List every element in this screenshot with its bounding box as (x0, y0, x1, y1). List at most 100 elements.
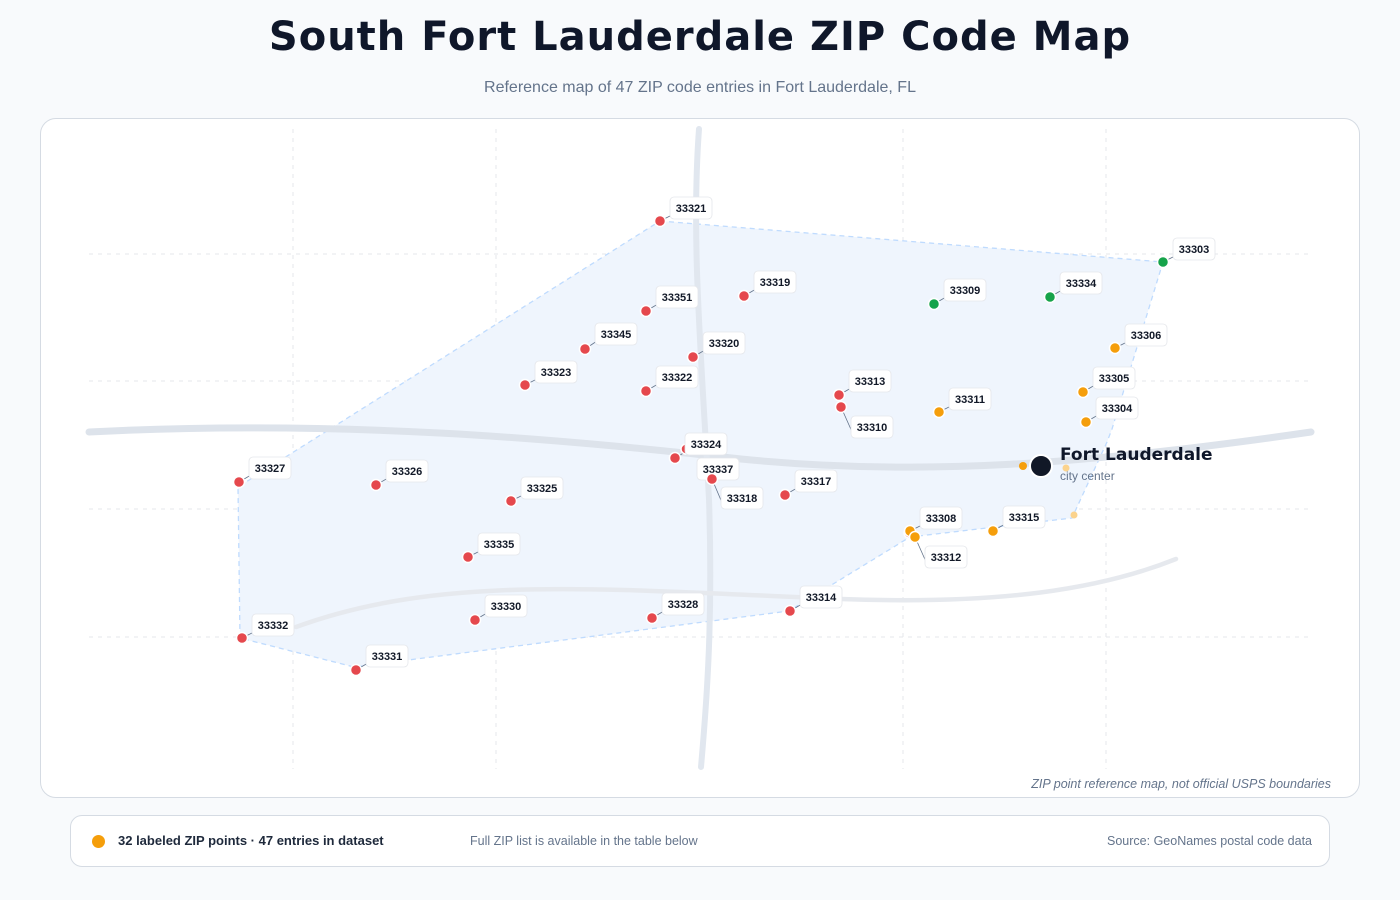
zip-point-33332[interactable]: 33332 (235, 613, 295, 645)
zip-label-box (484, 594, 528, 618)
legend-bar: 32 labeled ZIP points · 47 entries in da… (70, 815, 1330, 867)
zip-label: 33328 (668, 599, 699, 611)
zip-label: 33313 (855, 376, 886, 388)
zip-point-33319[interactable]: 33319 (737, 270, 797, 303)
zip-point-33330[interactable]: 33330 (468, 594, 528, 627)
zip-label: 33318 (727, 493, 758, 505)
zip-point-33324[interactable]: 33324 (668, 432, 728, 465)
zip-point-33306[interactable]: 33306 (1108, 323, 1168, 355)
zip-point-33335[interactable]: 33335 (461, 532, 521, 564)
zip-label: 33305 (1099, 373, 1130, 385)
city-sub-label: city center (1060, 469, 1115, 483)
zip-label: 33337 (703, 464, 734, 476)
zip-point-marker[interactable] (1108, 341, 1122, 355)
zip-label-box (1172, 237, 1216, 261)
zip-label: 33317 (801, 476, 832, 488)
zip-point-marker[interactable] (1079, 415, 1093, 429)
zip-point-33318[interactable]: 33318 (705, 472, 764, 510)
zip-point-33321[interactable]: 33321 (653, 196, 713, 228)
zip-label: 33327 (255, 463, 286, 475)
zip-point-marker[interactable] (645, 611, 659, 625)
zip-point-33351[interactable]: 33351 (639, 285, 699, 318)
city-name-label: Fort Lauderdale (1060, 445, 1213, 465)
zip-point-33326[interactable]: 33326 (369, 459, 429, 492)
zip-point-marker[interactable] (986, 524, 1000, 538)
zip-point-marker[interactable] (1043, 290, 1057, 304)
zip-point-marker[interactable] (737, 289, 751, 303)
zip-point-33315[interactable]: 33315 (986, 505, 1046, 538)
zip-point-marker[interactable] (461, 550, 475, 564)
zip-label-box (1002, 505, 1046, 529)
zip-point-marker[interactable] (686, 350, 700, 364)
zip-label: 33306 (1131, 330, 1162, 342)
zip-point-33334[interactable]: 33334 (1043, 271, 1103, 304)
zip-point-marker[interactable] (834, 400, 848, 414)
zip-point-33325[interactable]: 33325 (504, 476, 564, 508)
zip-point-marker[interactable] (468, 613, 482, 627)
zip-point-marker[interactable] (653, 214, 667, 228)
zip-point-33311[interactable]: 33311 (932, 387, 992, 419)
zip-label: 33332 (258, 620, 289, 632)
zip-point-marker[interactable] (668, 451, 682, 465)
zip-label-box (520, 476, 564, 500)
city-center[interactable]: Fort Lauderdale city center (1019, 445, 1213, 519)
zip-point-33303[interactable]: 33303 (1156, 237, 1216, 269)
zip-point-33312[interactable]: 33312 (908, 530, 968, 569)
roads (85, 126, 1315, 770)
zip-point-marker[interactable] (832, 388, 846, 402)
zip-point-33320[interactable]: 33320 (686, 331, 746, 364)
zip-label-box (850, 415, 894, 439)
zip-point-marker[interactable] (1156, 255, 1170, 269)
zip-label-box (669, 196, 713, 220)
zip-label-box (385, 459, 429, 483)
zip-point-marker[interactable] (783, 604, 797, 618)
city-center-marker[interactable] (1029, 454, 1053, 478)
zip-point-33310[interactable]: 33310 (834, 400, 894, 439)
zip-point-marker[interactable] (639, 304, 653, 318)
zip-point-marker[interactable] (1076, 385, 1090, 399)
zip-point-marker[interactable] (349, 663, 363, 677)
zip-point-33328[interactable]: 33328 (645, 592, 705, 625)
zip-label: 33303 (1179, 244, 1210, 256)
zip-point-33305[interactable]: 33305 (1076, 366, 1136, 399)
zip-label: 33334 (1066, 278, 1097, 290)
city-marker-ring-a (1019, 462, 1027, 470)
zip-point-33331[interactable]: 33331 (349, 644, 409, 677)
zip-point-marker[interactable] (778, 488, 792, 502)
zip-point-33308[interactable]: 33308 (903, 506, 963, 538)
zip-points[interactable]: 33321 33303 33319 33351 33309 33334 33345 33320… (232, 196, 1216, 677)
zip-label: 33314 (806, 592, 837, 604)
zip-label: 33325 (527, 483, 558, 495)
zip-label: 33309 (950, 285, 981, 297)
zip-point-33323[interactable]: 33323 (518, 360, 578, 392)
zip-point-marker[interactable] (235, 631, 249, 645)
map-panel[interactable]: Fort Lauderdale city center 33321 33303 33… (40, 118, 1360, 798)
zip-label-box (720, 486, 764, 510)
zip-point-marker[interactable] (639, 384, 653, 398)
zip-point-marker[interactable] (504, 494, 518, 508)
zip-point-marker[interactable] (232, 475, 246, 489)
zip-point-33327[interactable]: 33327 (232, 456, 292, 489)
zip-label: 33308 (926, 513, 957, 525)
zip-point-33322[interactable]: 33322 (639, 365, 699, 398)
zip-point-marker[interactable] (705, 472, 719, 486)
zip-point-marker[interactable] (578, 342, 592, 356)
zip-point-marker[interactable] (932, 405, 946, 419)
zip-label-box (661, 592, 705, 616)
map-canvas[interactable]: Fort Lauderdale city center 333213330333… (41, 119, 1359, 797)
zip-label: 33345 (601, 329, 632, 341)
zip-point-33314[interactable]: 33314 (783, 585, 843, 618)
zip-point-marker[interactable] (927, 297, 941, 311)
zip-label: 33331 (372, 651, 403, 663)
zip-point-33345[interactable]: 33345 (578, 322, 638, 356)
zip-label: 33312 (931, 552, 962, 564)
zip-label-box (1092, 366, 1136, 390)
zip-point-marker[interactable] (518, 378, 532, 392)
zip-point-33317[interactable]: 33317 (778, 469, 838, 502)
zip-point-marker[interactable] (369, 478, 383, 492)
zip-label: 33326 (392, 466, 423, 478)
zip-point-33309[interactable]: 33309 (927, 278, 987, 311)
zip-point-marker[interactable] (908, 530, 922, 544)
zip-point-33313[interactable]: 33313 (832, 369, 892, 402)
zip-point-33304[interactable]: 33304 (1079, 396, 1139, 429)
